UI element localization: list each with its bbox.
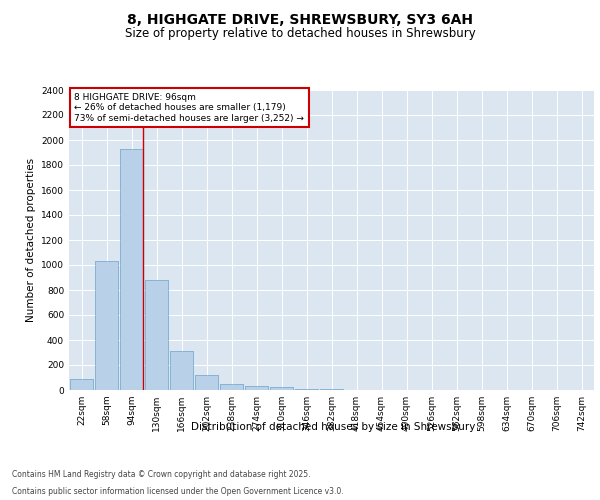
Bar <box>270 387 293 390</box>
Text: Distribution of detached houses by size in Shrewsbury: Distribution of detached houses by size … <box>191 422 475 432</box>
Bar <box>245 386 268 390</box>
Bar <box>270 387 293 390</box>
Bar <box>145 280 168 390</box>
Bar <box>195 375 218 390</box>
Y-axis label: Number of detached properties: Number of detached properties <box>26 158 35 322</box>
Text: Size of property relative to detached houses in Shrewsbury: Size of property relative to detached ho… <box>125 28 475 40</box>
Bar <box>245 386 268 390</box>
Bar <box>295 389 318 390</box>
Text: 8, HIGHGATE DRIVE, SHREWSBURY, SY3 6AH: 8, HIGHGATE DRIVE, SHREWSBURY, SY3 6AH <box>127 12 473 26</box>
Bar <box>170 351 193 390</box>
Bar <box>70 379 93 390</box>
Text: Contains HM Land Registry data © Crown copyright and database right 2025.: Contains HM Land Registry data © Crown c… <box>12 470 311 479</box>
Bar <box>95 261 118 390</box>
Bar <box>70 379 93 390</box>
Bar <box>120 149 143 390</box>
Bar <box>145 280 168 390</box>
Bar <box>195 375 218 390</box>
Bar <box>295 389 318 390</box>
Bar <box>220 384 243 390</box>
Bar <box>220 384 243 390</box>
Bar <box>95 261 118 390</box>
Bar <box>120 149 143 390</box>
Text: Contains public sector information licensed under the Open Government Licence v3: Contains public sector information licen… <box>12 488 344 496</box>
Text: 8 HIGHGATE DRIVE: 96sqm
← 26% of detached houses are smaller (1,179)
73% of semi: 8 HIGHGATE DRIVE: 96sqm ← 26% of detache… <box>74 93 304 123</box>
Bar <box>170 351 193 390</box>
